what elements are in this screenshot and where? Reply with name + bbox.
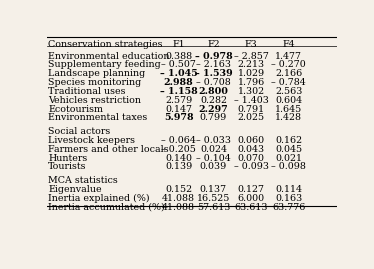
Text: Conservation strategies: Conservation strategies	[48, 40, 163, 48]
Text: – 0.270: – 0.270	[272, 61, 306, 69]
Text: 5.978: 5.978	[164, 114, 193, 122]
Text: – 0.978: – 0.978	[194, 52, 232, 61]
Text: 6.000: 6.000	[237, 194, 265, 203]
Text: F1: F1	[172, 40, 185, 48]
Text: Supplementary feeding: Supplementary feeding	[48, 61, 161, 69]
Text: 2.563: 2.563	[275, 87, 303, 96]
Text: – 1.403: – 1.403	[234, 96, 269, 105]
Text: – 0.784: – 0.784	[272, 78, 306, 87]
Text: 0.147: 0.147	[165, 105, 192, 114]
Text: 0.137: 0.137	[200, 185, 227, 194]
Text: Environmental education: Environmental education	[48, 52, 170, 61]
Text: – 0.064: – 0.064	[161, 136, 196, 145]
Text: 0.388: 0.388	[165, 52, 192, 61]
Text: F4: F4	[282, 40, 295, 48]
Text: 57.613: 57.613	[197, 203, 230, 212]
Text: 0.045: 0.045	[275, 145, 302, 154]
Text: 16.525: 16.525	[197, 194, 230, 203]
Text: 0.163: 0.163	[275, 194, 303, 203]
Text: – 1.045: – 1.045	[160, 69, 197, 78]
Text: 41.088: 41.088	[162, 203, 195, 212]
Text: 1.477: 1.477	[275, 52, 302, 61]
Text: 1.645: 1.645	[275, 105, 303, 114]
Text: 0.114: 0.114	[275, 185, 302, 194]
Text: 63.613: 63.613	[234, 203, 268, 212]
Text: F3: F3	[245, 40, 257, 48]
Text: 0.152: 0.152	[165, 185, 192, 194]
Text: 0.039: 0.039	[200, 162, 227, 171]
Text: 0.127: 0.127	[237, 185, 264, 194]
Text: Eigenvalue: Eigenvalue	[48, 185, 102, 194]
Text: 1.428: 1.428	[275, 114, 302, 122]
Text: Inertia explained (%): Inertia explained (%)	[48, 194, 150, 203]
Text: – 0.507: – 0.507	[161, 61, 196, 69]
Text: Vehicles restriction: Vehicles restriction	[48, 96, 141, 105]
Text: 1.796: 1.796	[237, 78, 265, 87]
Text: Tourists: Tourists	[48, 162, 87, 171]
Text: MCA statistics: MCA statistics	[48, 176, 118, 185]
Text: Environmental taxes: Environmental taxes	[48, 114, 147, 122]
Text: F2: F2	[207, 40, 220, 48]
Text: 2.166: 2.166	[275, 69, 303, 78]
Text: 0.043: 0.043	[237, 145, 265, 154]
Text: 0.282: 0.282	[200, 96, 227, 105]
Text: 1.302: 1.302	[237, 87, 265, 96]
Text: 2.579: 2.579	[165, 96, 192, 105]
Text: – 2.857: – 2.857	[234, 52, 269, 61]
Text: 41.088: 41.088	[162, 194, 195, 203]
Text: 63.776: 63.776	[272, 203, 306, 212]
Text: 0.021: 0.021	[275, 154, 302, 162]
Text: – 0.708: – 0.708	[196, 78, 231, 87]
Text: 0.140: 0.140	[165, 154, 192, 162]
Text: 2.025: 2.025	[237, 114, 265, 122]
Text: – 0.093: – 0.093	[234, 162, 269, 171]
Text: 2.800: 2.800	[199, 87, 229, 96]
Text: Species monitoring: Species monitoring	[48, 78, 141, 87]
Text: Inertia accumulated (%): Inertia accumulated (%)	[48, 203, 165, 212]
Text: 1.029: 1.029	[237, 69, 265, 78]
Text: Traditional uses: Traditional uses	[48, 87, 126, 96]
Text: 0.799: 0.799	[200, 114, 227, 122]
Text: Ecotourism: Ecotourism	[48, 105, 103, 114]
Text: 0.162: 0.162	[275, 136, 302, 145]
Text: 2.213: 2.213	[237, 61, 265, 69]
Text: Landscape planning: Landscape planning	[48, 69, 145, 78]
Text: Social actors: Social actors	[48, 127, 110, 136]
Text: 0.060: 0.060	[237, 136, 265, 145]
Text: – 0.033: – 0.033	[196, 136, 231, 145]
Text: – 2.163: – 2.163	[196, 61, 231, 69]
Text: 2.988: 2.988	[164, 78, 193, 87]
Text: 0.791: 0.791	[237, 105, 265, 114]
Text: 2.297: 2.297	[199, 105, 228, 114]
Text: – 1.539: – 1.539	[194, 69, 232, 78]
Text: 0.070: 0.070	[237, 154, 264, 162]
Text: Livestock keepers: Livestock keepers	[48, 136, 135, 145]
Text: 0.604: 0.604	[275, 96, 302, 105]
Text: – 1.158: – 1.158	[160, 87, 197, 96]
Text: Hunters: Hunters	[48, 154, 88, 162]
Text: Farmers and other locals: Farmers and other locals	[48, 145, 169, 154]
Text: – 0.104: – 0.104	[196, 154, 231, 162]
Text: 0.024: 0.024	[200, 145, 227, 154]
Text: 0.139: 0.139	[165, 162, 192, 171]
Text: – 0.205: – 0.205	[161, 145, 196, 154]
Text: – 0.098: – 0.098	[272, 162, 306, 171]
